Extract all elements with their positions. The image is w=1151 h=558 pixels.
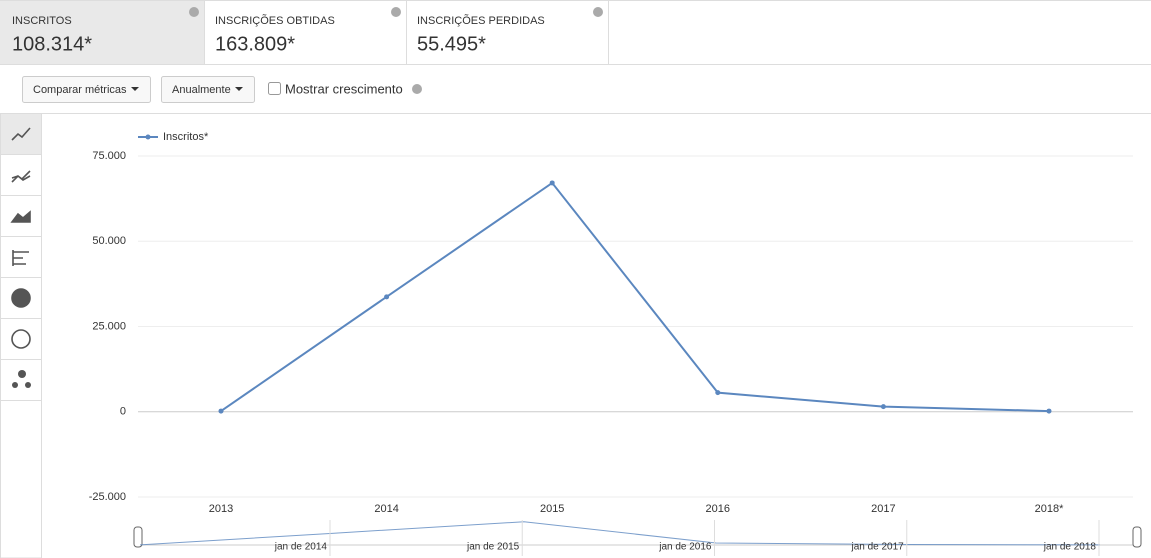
timeline-label: jan de 2016 xyxy=(658,542,712,553)
point xyxy=(384,294,390,300)
metric-label[interactable]: INSCRIÇÕES OBTIDAS xyxy=(215,14,335,27)
y-tick-label: 0 xyxy=(120,406,126,418)
help-icon[interactable] xyxy=(391,7,401,17)
sidebar-dividers xyxy=(1,154,41,401)
metric-value: 163.809* xyxy=(215,33,295,55)
area-icon[interactable] xyxy=(10,210,31,223)
bubble-icon[interactable] xyxy=(12,370,31,388)
series-line xyxy=(220,181,1050,413)
metric-value: 108.314* xyxy=(12,33,92,55)
legend-label: Inscritos* xyxy=(163,131,209,143)
help-icon[interactable] xyxy=(189,7,199,17)
tab-active-bg[interactable] xyxy=(0,0,204,64)
x-tick-label: 2016 xyxy=(706,503,730,515)
point xyxy=(549,180,555,186)
period-button[interactable] xyxy=(161,76,255,103)
bubble xyxy=(12,382,18,388)
legend-marker xyxy=(145,134,151,140)
multiline-icon[interactable] xyxy=(11,170,31,183)
point xyxy=(880,404,886,410)
y-tick-label: 75.000 xyxy=(92,150,126,162)
timeline-label: jan de 2014 xyxy=(274,542,328,553)
timeline-label: jan de 2017 xyxy=(850,542,904,553)
x-tick-label: 2018* xyxy=(1035,503,1064,515)
x-tick-label: 2017 xyxy=(871,503,895,515)
timeline-label: jan de 2018 xyxy=(1043,542,1097,553)
metric-value: 55.495* xyxy=(417,33,486,55)
period-label: Anualmente xyxy=(172,84,231,96)
y-tick-label: 50.000 xyxy=(92,235,126,247)
x-tick-label: 2015 xyxy=(540,503,564,515)
help-icons xyxy=(189,7,603,94)
compare-label: Comparar métricas xyxy=(33,84,127,96)
y-tick-label: 25.000 xyxy=(92,320,126,332)
chart-type-icons xyxy=(10,127,31,349)
timeline-line xyxy=(139,521,1101,546)
point xyxy=(218,408,224,414)
bar-icon[interactable] xyxy=(12,250,29,266)
dropdown-arrow xyxy=(235,87,243,91)
pie-icon[interactable] xyxy=(11,288,31,308)
timeline-handle[interactable] xyxy=(1132,526,1142,548)
metric-label[interactable]: INSCRIÇÕES PERDIDAS xyxy=(417,14,545,27)
bubble xyxy=(25,382,31,388)
map-icon[interactable] xyxy=(11,329,31,349)
metric-label[interactable]: INSCRITOS xyxy=(12,15,72,27)
help-icon[interactable] xyxy=(593,7,603,17)
point xyxy=(715,390,721,396)
growth-label[interactable]: Mostrar crescimento xyxy=(285,81,403,96)
timeline-label: jan de 2015 xyxy=(466,542,520,553)
compare-button[interactable] xyxy=(22,76,151,103)
point xyxy=(1046,408,1052,414)
x-tick-label: 2013 xyxy=(209,503,233,515)
bubble xyxy=(18,370,26,378)
sidebar xyxy=(0,113,42,558)
growth-checkbox[interactable] xyxy=(268,82,281,95)
line-icon[interactable] xyxy=(11,127,31,141)
dropdown-arrow xyxy=(131,87,139,91)
timeline-handle[interactable] xyxy=(133,526,143,548)
help-icon[interactable] xyxy=(412,84,422,94)
x-tick-label: 2014 xyxy=(374,503,398,515)
y-tick-label: -25.000 xyxy=(89,491,126,503)
sidebar-active[interactable] xyxy=(1,114,41,154)
